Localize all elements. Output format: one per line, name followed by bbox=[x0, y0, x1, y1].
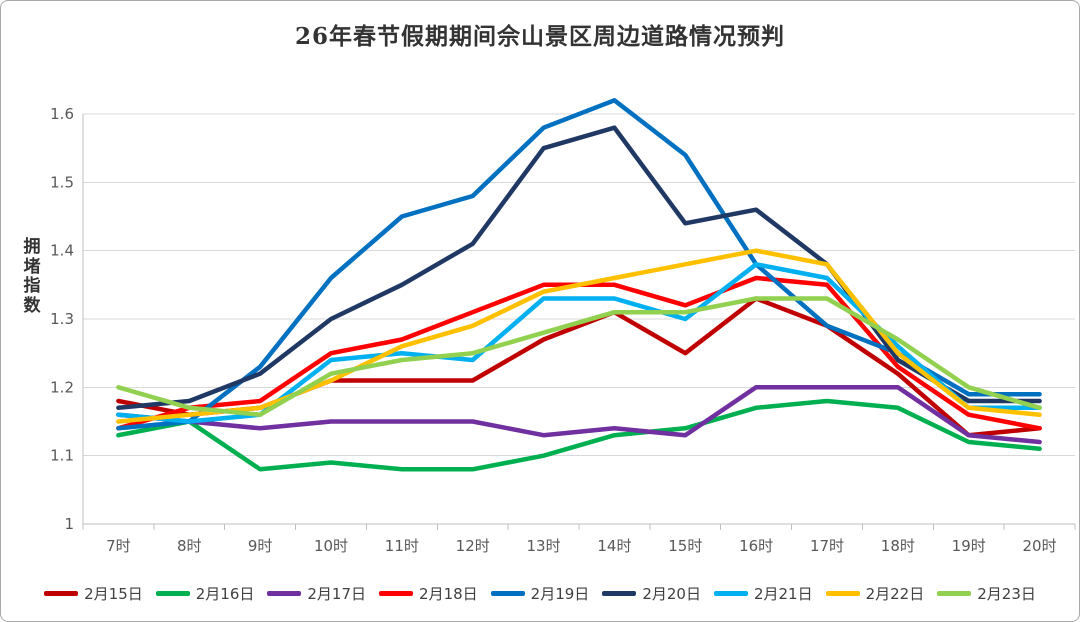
series-line bbox=[116, 248, 1042, 424]
x-tick-label: 20时 bbox=[1023, 537, 1057, 555]
legend-label: 2月18日 bbox=[419, 585, 478, 603]
legend-item: 2月19日 bbox=[490, 583, 590, 604]
y-tick-label: 1.3 bbox=[50, 310, 74, 328]
x-tick-label: 19时 bbox=[952, 537, 986, 555]
legend-swatch bbox=[490, 591, 525, 596]
x-tick-label: 13时 bbox=[527, 537, 561, 555]
legend-swatch bbox=[44, 591, 79, 596]
legend-swatch bbox=[713, 591, 748, 596]
x-tick-label: 12时 bbox=[456, 537, 490, 555]
legend-swatch bbox=[937, 591, 972, 596]
legend-item: 2月20日 bbox=[602, 583, 701, 604]
legend-item: 2月23日 bbox=[937, 583, 1036, 604]
y-tick-label: 1.6 bbox=[50, 105, 74, 123]
legend-item: 2月18日 bbox=[379, 583, 478, 604]
legend-label: 2月21日 bbox=[753, 585, 813, 603]
legend-swatch bbox=[602, 591, 637, 596]
y-tick-label: 1.4 bbox=[50, 242, 74, 260]
series-line bbox=[116, 385, 1042, 445]
legend-swatch bbox=[379, 591, 414, 596]
series-line bbox=[116, 398, 1042, 472]
legend-label: 2月22日 bbox=[865, 585, 925, 603]
x-tick-label: 16时 bbox=[739, 537, 773, 555]
chart-legend: 2月15日 2月16日 2月17日 2月18日 2月19日 2月20日 2月21日 2月22日… bbox=[1, 583, 1079, 604]
legend-swatch bbox=[825, 591, 860, 596]
chart-title: 26年春节假期期间佘山景区周边道路情况预判 bbox=[294, 23, 785, 50]
legend-label: 2月23日 bbox=[977, 585, 1036, 603]
legend-label: 2月15日 bbox=[84, 585, 143, 603]
legend-label: 2月17日 bbox=[307, 585, 367, 603]
legend-item: 2月22日 bbox=[825, 583, 925, 604]
x-tick-label: 14时 bbox=[597, 537, 631, 555]
x-tick-label: 17时 bbox=[810, 537, 844, 555]
y-tick-label: 1 bbox=[64, 515, 74, 533]
series-line bbox=[116, 125, 1042, 411]
legend-swatch bbox=[267, 591, 302, 596]
legend-item: 2月16日 bbox=[155, 583, 255, 604]
series-line bbox=[116, 296, 1042, 417]
legend-swatch bbox=[155, 591, 190, 596]
legend-item: 2月15日 bbox=[44, 583, 143, 604]
x-tick-label: 15时 bbox=[668, 537, 702, 555]
legend-item: 2月21日 bbox=[713, 583, 813, 604]
x-tick-label: 8时 bbox=[177, 537, 202, 555]
y-axis-title: 拥 堵 指 数 bbox=[23, 237, 41, 316]
legend-item: 2月17日 bbox=[267, 583, 366, 604]
legend-label: 2月19日 bbox=[530, 585, 590, 603]
legend-label: 2月16日 bbox=[195, 585, 255, 603]
y-tick-label: 1.1 bbox=[50, 447, 74, 465]
x-tick-label: 7时 bbox=[106, 537, 131, 555]
series-line bbox=[116, 98, 1042, 431]
x-tick-label: 9时 bbox=[248, 537, 273, 555]
x-tick-label: 10时 bbox=[314, 537, 348, 555]
y-tick-label: 1.5 bbox=[50, 173, 74, 191]
legend-label: 2月20日 bbox=[642, 585, 701, 603]
x-tick-label: 18时 bbox=[881, 537, 915, 555]
y-tick-label: 1.2 bbox=[50, 378, 74, 396]
x-tick-label: 11时 bbox=[385, 537, 419, 555]
